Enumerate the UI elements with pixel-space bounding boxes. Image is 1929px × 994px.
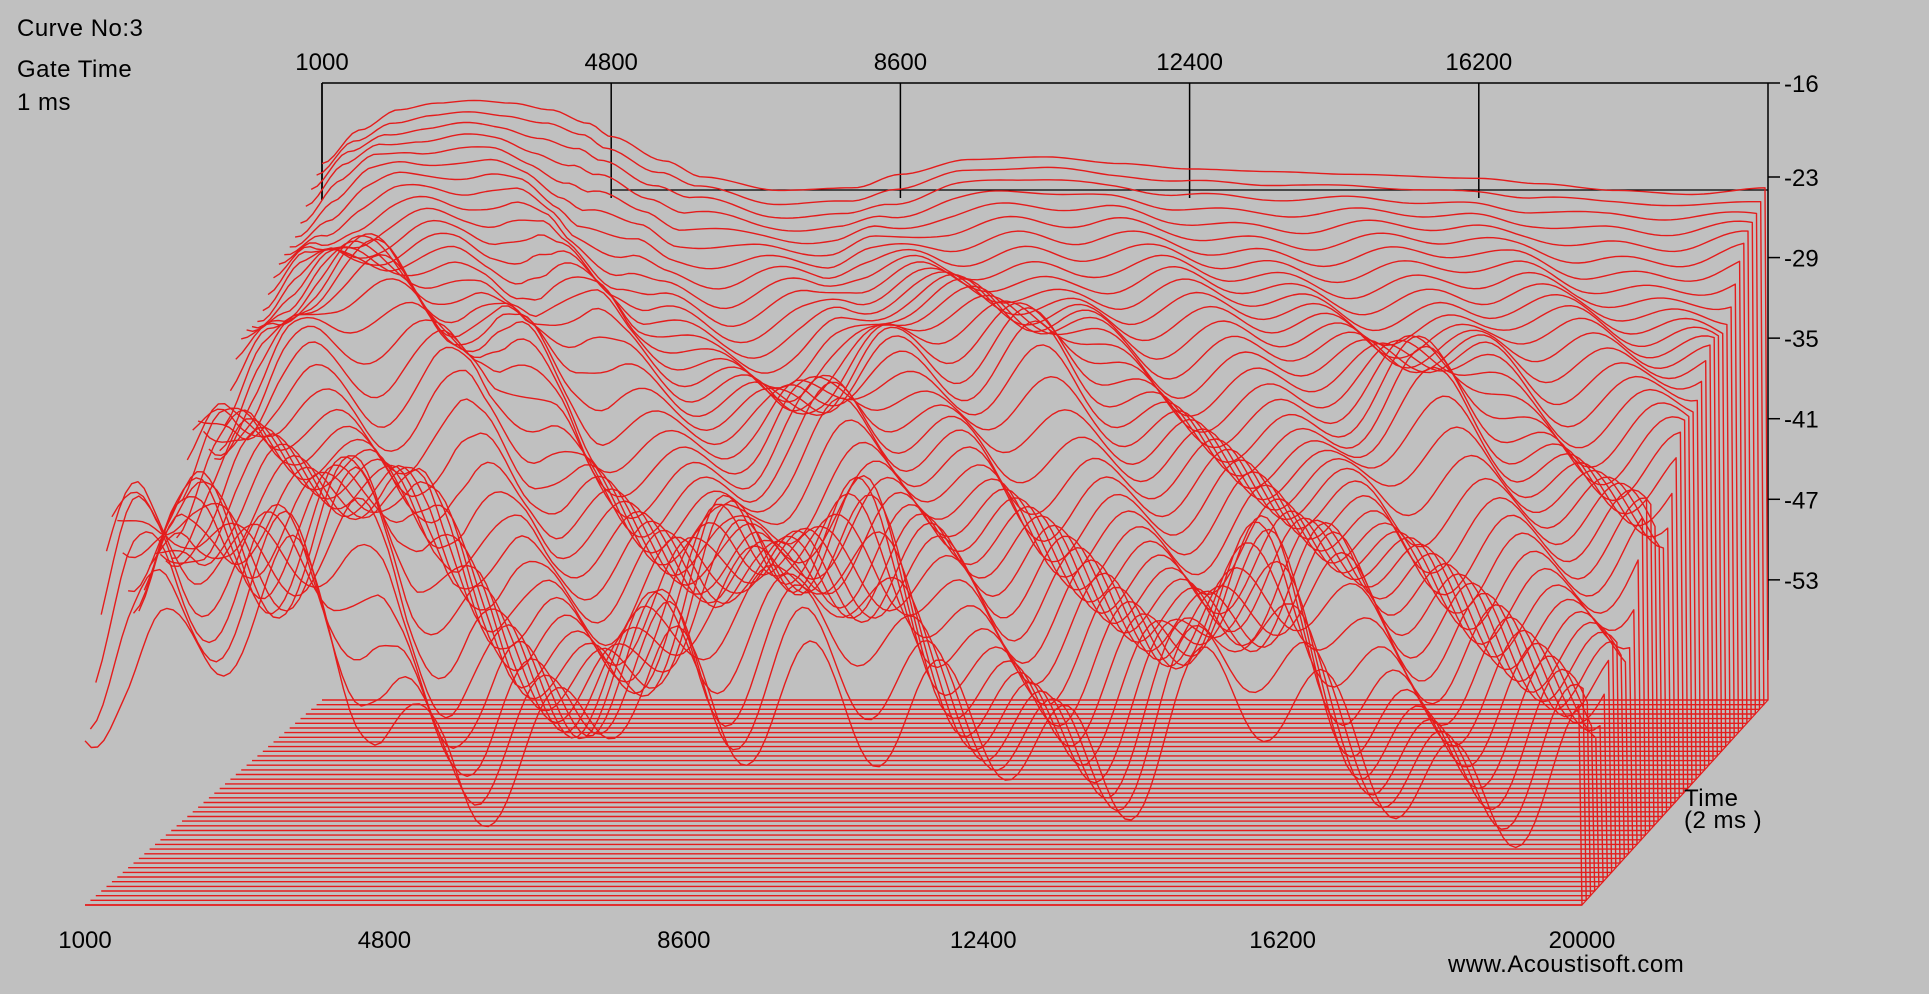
front-tick-label-1000: 1000 [58, 927, 111, 954]
curve-number-label: Curve No:3 [17, 15, 144, 42]
slice-31 [159, 433, 1642, 841]
slice-9 [278, 195, 1735, 738]
slice-34 [143, 466, 1630, 855]
slice-2 [316, 111, 1765, 706]
back-tick-label-1000: 1000 [295, 49, 348, 76]
right-depth-edge [1581, 699, 1769, 906]
slice-7 [289, 171, 1744, 729]
y-tick-label--53: -53 [1784, 568, 1819, 595]
front-tick-label-4800: 4800 [358, 927, 411, 954]
time-axis-unit: (2 ms ) [1684, 807, 1763, 834]
gate-time-title: Gate Time [17, 56, 133, 83]
slice-45 [84, 534, 1583, 906]
front-tick-label-12400: 12400 [950, 927, 1017, 954]
slice-17 [235, 233, 1702, 776]
y-tick-label--29: -29 [1784, 246, 1819, 273]
y-tick-label--16: -16 [1784, 71, 1819, 98]
slice-6 [294, 158, 1748, 724]
slice-41 [105, 481, 1600, 888]
slice-16 [241, 235, 1706, 771]
slice-23 [202, 329, 1676, 804]
slice-39 [117, 466, 1609, 878]
slice-10 [273, 207, 1731, 743]
slice-36 [132, 464, 1621, 864]
back-tick-label-4800: 4800 [585, 49, 638, 76]
time-axis-label: Time [1684, 785, 1739, 812]
slice-22 [208, 319, 1680, 799]
slice-35 [138, 471, 1625, 860]
slice-40 [111, 491, 1604, 883]
back-tick-label-12400: 12400 [1156, 49, 1223, 76]
slice-1 [321, 99, 1769, 701]
slice-30 [165, 426, 1647, 836]
slice-5 [300, 146, 1752, 720]
y-tick-label--35: -35 [1784, 326, 1819, 353]
slice-20 [219, 278, 1689, 790]
slice-32 [154, 443, 1638, 846]
slice-15 [246, 240, 1710, 766]
slice-4 [305, 133, 1756, 715]
slice-44 [89, 510, 1587, 901]
slice-3 [310, 121, 1761, 710]
waterfall-slices [84, 99, 1769, 906]
slice-24 [197, 346, 1672, 808]
slice-25 [192, 369, 1668, 813]
y-tick-label--41: -41 [1784, 407, 1819, 434]
y-tick-label--23: -23 [1784, 165, 1819, 192]
slice-8 [284, 183, 1740, 734]
slice-27 [181, 407, 1659, 822]
y-tick-label--47: -47 [1784, 487, 1819, 514]
back-tick-label-8600: 8600 [874, 49, 927, 76]
slice-13 [257, 245, 1718, 757]
slice-43 [95, 503, 1592, 897]
slice-21 [214, 301, 1685, 794]
front-tick-label-20000: 20000 [1549, 927, 1616, 954]
front-tick-label-16200: 16200 [1249, 927, 1316, 954]
slice-18 [229, 238, 1697, 780]
slice-14 [251, 246, 1714, 762]
gate-time-value: 1 ms [17, 89, 72, 116]
website-credit: www.Acoustisoft.com [1448, 951, 1685, 978]
back-tick-label-16200: 16200 [1445, 49, 1512, 76]
front-tick-label-8600: 8600 [657, 927, 710, 954]
